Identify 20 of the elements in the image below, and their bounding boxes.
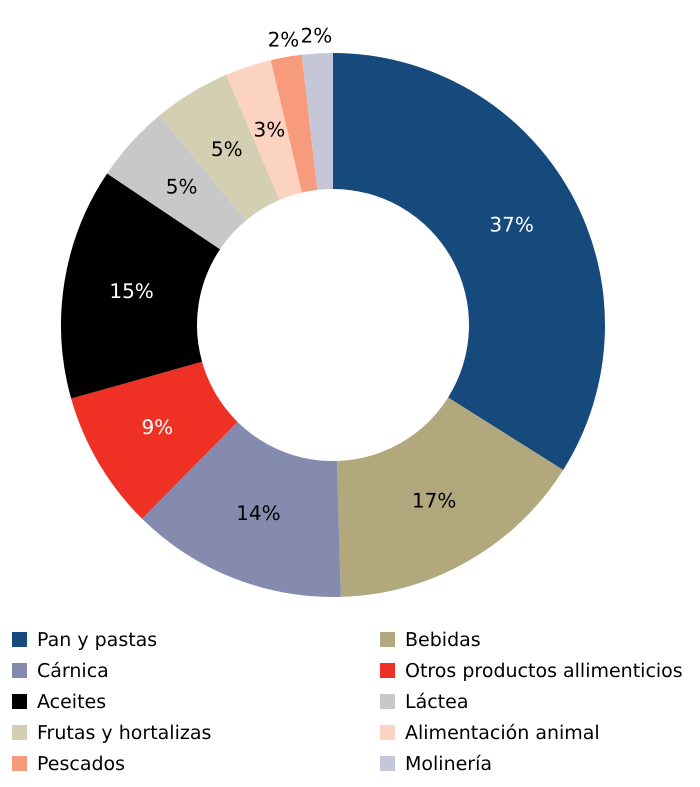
legend-label: Láctea: [405, 690, 468, 712]
legend-label: Bebidas: [405, 628, 481, 650]
data-label: 37%: [489, 212, 534, 237]
legend-label: Otros productos allimenticios: [405, 660, 683, 682]
data-label: 17%: [412, 488, 456, 512]
data-label: 5%: [166, 174, 198, 198]
legend-label: Molinería: [405, 752, 492, 774]
data-label: 14%: [236, 501, 281, 526]
legend-label: Aceites: [37, 690, 106, 712]
data-label: 3%: [254, 117, 286, 142]
legend-label: Pescados: [37, 752, 126, 774]
legend-label: Frutas y hortalizas: [37, 722, 212, 744]
data-label: 9%: [141, 414, 174, 439]
legend-label: Cárnica: [37, 660, 109, 682]
legend-label: Alimentación animal: [405, 722, 600, 744]
data-label: 5%: [210, 137, 243, 162]
data-label: 2%: [300, 24, 332, 48]
data-label: 2%: [268, 28, 300, 52]
legend-label: Pan y pastas: [37, 628, 158, 650]
data-label: 15%: [109, 279, 154, 303]
